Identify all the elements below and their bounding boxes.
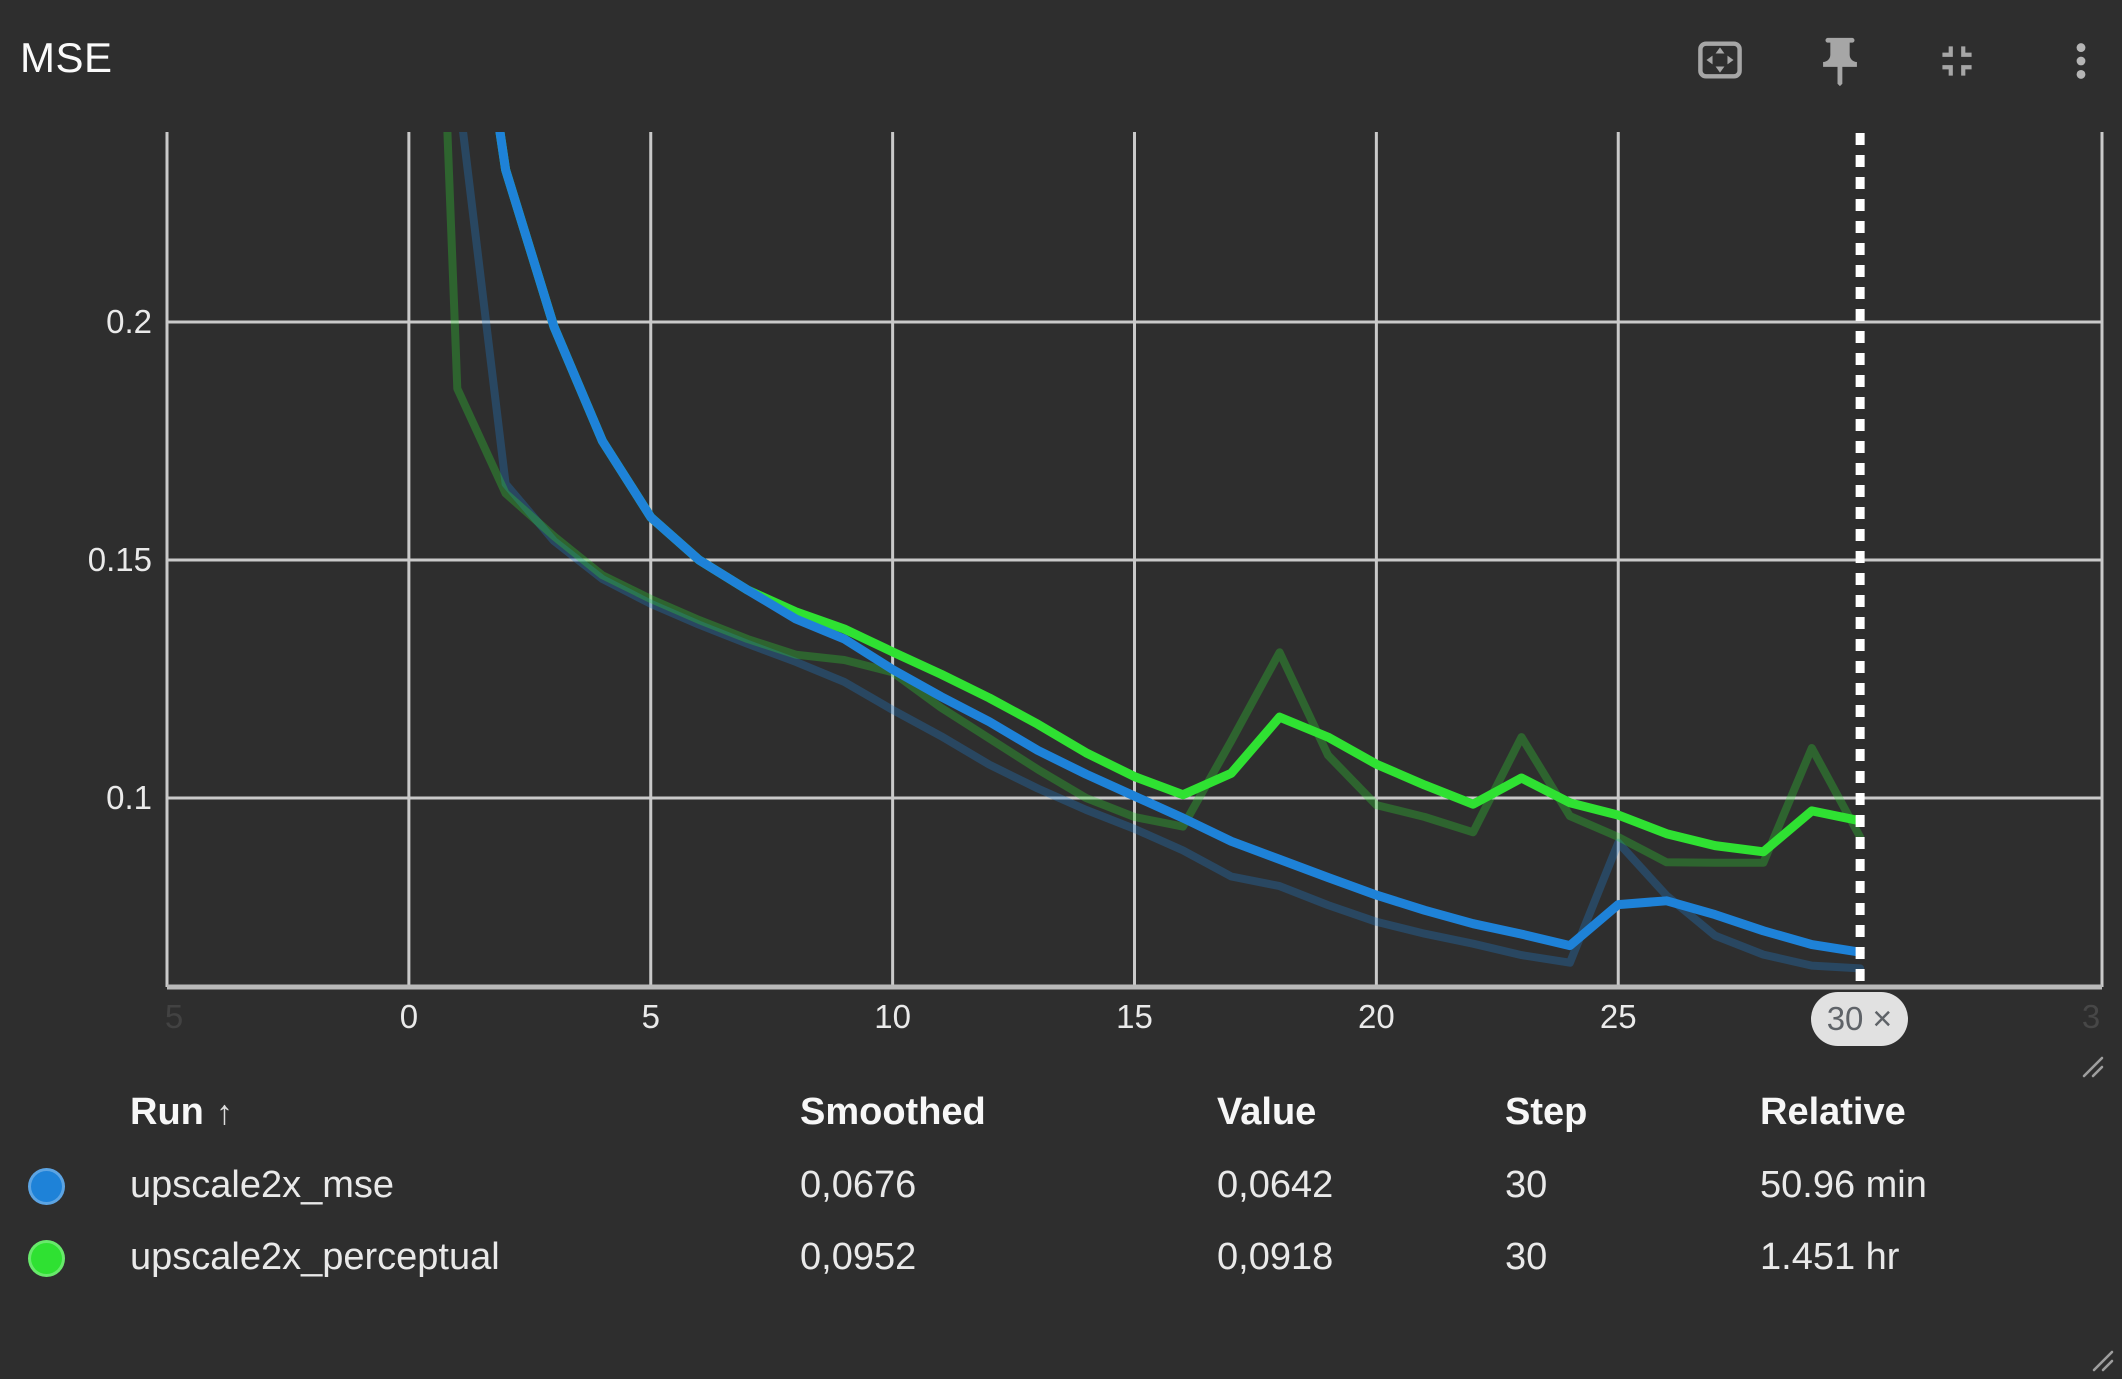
y-tick-label: 0.1 bbox=[106, 779, 152, 816]
smoothed-value: 0,0952 bbox=[800, 1236, 917, 1278]
chart-resize-grip[interactable] bbox=[2080, 1054, 2106, 1085]
x-tick-label: 5 bbox=[642, 998, 660, 1035]
clipped-x-tick-label: 3 bbox=[2082, 998, 2100, 1035]
x-tick-label: 15 bbox=[1116, 998, 1153, 1035]
run-name: upscale2x_mse bbox=[130, 1164, 395, 1206]
chart-title: MSE bbox=[20, 34, 113, 81]
smoothed-value: 0,0676 bbox=[800, 1164, 917, 1206]
scalar-chart[interactable]: 0.2 0.15 0.1 0 5 10 15 20 25 5 3 bbox=[0, 0, 2122, 1065]
step-filter-chip[interactable]: 30 × bbox=[1811, 992, 1908, 1046]
series-raw-upscale2x_perceptual bbox=[443, 132, 1865, 867]
y-tick-label: 0.15 bbox=[88, 541, 152, 578]
step-chip-label: 30 bbox=[1826, 1000, 1864, 1037]
x-tick-label: 20 bbox=[1358, 998, 1395, 1035]
raw-value: 0,0642 bbox=[1217, 1164, 1334, 1206]
relative-time: 50.96 min bbox=[1760, 1164, 1927, 1206]
column-header-run[interactable]: Run ↑ bbox=[130, 1091, 233, 1134]
relative-time: 1.451 hr bbox=[1760, 1236, 1900, 1278]
step-value: 30 bbox=[1505, 1236, 1548, 1278]
x-tick-label: 0 bbox=[400, 998, 418, 1035]
clipped-x-tick-label: 5 bbox=[165, 998, 183, 1035]
chart-canvas: 0.2 0.15 0.1 0 5 10 15 20 25 5 3 bbox=[88, 132, 2104, 1035]
sort-ascending-icon: ↑ bbox=[215, 1094, 233, 1132]
more-options-button[interactable] bbox=[2047, 27, 2115, 95]
pin-button[interactable] bbox=[1806, 28, 1874, 96]
column-header-relative[interactable]: Relative bbox=[1760, 1091, 1906, 1133]
pin-icon bbox=[1811, 33, 1869, 91]
chip-close-icon[interactable]: × bbox=[1872, 1000, 1893, 1038]
y-tick-label: 0.2 bbox=[106, 303, 152, 340]
page-resize-grip[interactable] bbox=[2090, 1348, 2116, 1379]
column-header-smoothed[interactable]: Smoothed bbox=[800, 1091, 986, 1133]
series-smoothed-upscale2x_mse bbox=[495, 132, 1865, 957]
fit-to-data-button[interactable] bbox=[1686, 26, 1754, 94]
raw-value: 0,0918 bbox=[1217, 1236, 1334, 1278]
run-header-label: Run bbox=[130, 1091, 204, 1133]
step-value: 30 bbox=[1505, 1164, 1548, 1206]
collapse-button[interactable] bbox=[1923, 27, 1991, 95]
run-color-dot[interactable] bbox=[28, 1240, 65, 1277]
kebab-menu-icon bbox=[2058, 38, 2104, 84]
series-raw-upscale2x_mse bbox=[459, 132, 1865, 973]
x-tick-label: 25 bbox=[1600, 998, 1637, 1035]
column-header-step[interactable]: Step bbox=[1505, 1091, 1588, 1133]
collapse-icon bbox=[1932, 36, 1982, 86]
run-color-dot[interactable] bbox=[28, 1168, 65, 1205]
x-tick-label: 10 bbox=[874, 998, 911, 1035]
fit-to-data-icon bbox=[1692, 32, 1748, 88]
column-header-value[interactable]: Value bbox=[1217, 1091, 1317, 1133]
run-name: upscale2x_perceptual bbox=[130, 1236, 500, 1278]
